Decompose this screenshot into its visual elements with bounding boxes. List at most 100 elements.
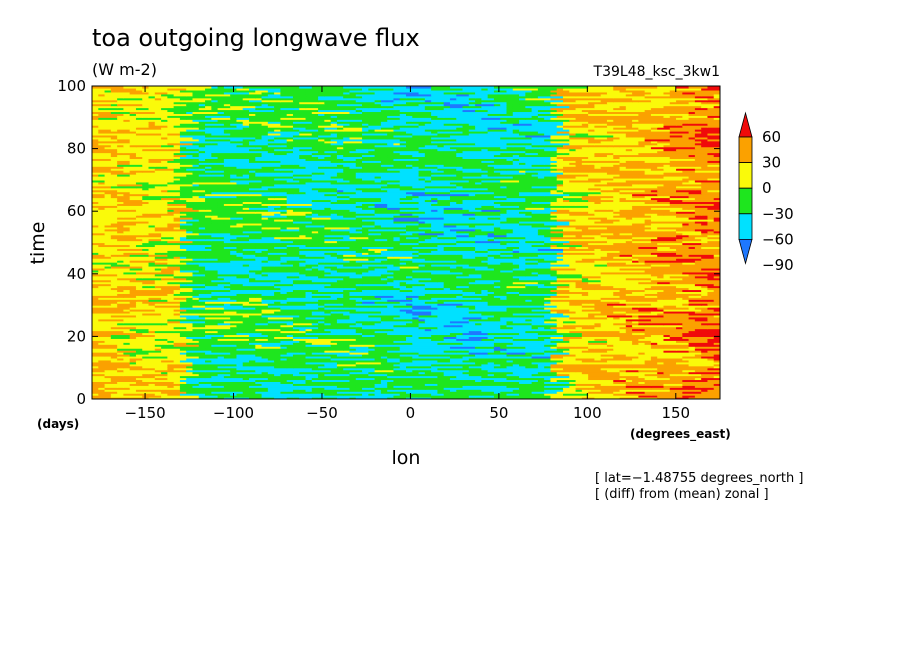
heatmap-cell	[506, 285, 526, 289]
heatmap-cell	[192, 338, 219, 341]
heatmap-cell	[694, 260, 715, 263]
heatmap-cell	[198, 361, 225, 365]
heatmap-cell	[399, 179, 426, 183]
heatmap-cell	[393, 297, 401, 300]
heatmap-cell	[92, 350, 106, 353]
heatmap-cell	[368, 279, 395, 283]
heatmap-cell	[588, 322, 595, 326]
heatmap-cell	[431, 361, 438, 365]
heatmap-cell	[92, 254, 106, 257]
heatmap-cell	[707, 326, 720, 330]
heatmap-cell	[412, 389, 438, 392]
heatmap-cell	[192, 279, 200, 283]
heatmap-cell	[311, 248, 338, 251]
heatmap-cell	[249, 299, 263, 302]
heatmap-cell	[261, 254, 269, 257]
heatmap-cell	[462, 289, 482, 293]
heatmap-cell	[343, 336, 357, 339]
heatmap-cell	[123, 357, 131, 361]
heatmap-cell	[512, 363, 520, 367]
heatmap-cell	[563, 158, 583, 161]
heatmap-cell	[600, 232, 614, 236]
heatmap-cell	[249, 175, 269, 179]
heatmap-cell	[613, 199, 621, 203]
heatmap-cell	[493, 338, 514, 341]
chart-units: (W m-2)	[92, 60, 157, 79]
heatmap-cell	[92, 295, 118, 298]
heatmap-cell	[487, 342, 495, 345]
heatmap-cell	[443, 316, 464, 320]
heatmap-cell	[198, 344, 212, 347]
heatmap-cell	[179, 238, 194, 242]
heatmap-cell	[638, 352, 646, 355]
heatmap-cell	[632, 324, 658, 328]
heatmap-cell	[669, 162, 690, 165]
heatmap-cell	[110, 363, 131, 367]
heatmap-cell	[707, 330, 720, 334]
heatmap-cell	[418, 301, 426, 304]
heatmap-cell	[638, 314, 665, 318]
heatmap-cell	[638, 369, 658, 373]
heatmap-cell	[123, 318, 137, 322]
heatmap-cell	[418, 236, 432, 240]
heatmap-cell	[92, 271, 99, 275]
heatmap-cell	[286, 301, 313, 304]
heatmap-cell	[324, 246, 351, 249]
heatmap-cell	[544, 389, 564, 392]
heatmap-cell	[575, 226, 589, 230]
heatmap-cell	[92, 346, 118, 349]
heatmap-cell	[569, 193, 589, 197]
heatmap-cell	[493, 201, 508, 204]
heatmap-cell	[299, 232, 307, 236]
heatmap-cell	[355, 250, 369, 253]
heatmap-cell	[657, 254, 683, 257]
heatmap-cell	[92, 291, 118, 294]
heatmap-cell	[418, 271, 426, 275]
heatmap-cell	[713, 185, 720, 189]
heatmap-cell	[412, 332, 426, 336]
heatmap-cell	[186, 220, 212, 224]
heatmap-cell	[701, 332, 720, 336]
heatmap-cell	[104, 389, 112, 392]
heatmap-cell	[606, 273, 614, 277]
heatmap-cell	[355, 336, 363, 339]
heatmap-cell	[387, 332, 413, 336]
heatmap-cell	[324, 156, 338, 159]
heatmap-cell	[299, 262, 319, 265]
heatmap-cell	[550, 295, 570, 298]
heatmap-cell	[318, 189, 338, 193]
heatmap-cell	[117, 310, 131, 314]
heatmap-cell	[669, 226, 690, 230]
heatmap-cell	[211, 307, 225, 310]
heatmap-cell	[217, 332, 238, 336]
heatmap-cell	[556, 285, 570, 289]
heatmap-cell	[198, 160, 225, 163]
heatmap-cell	[531, 234, 545, 238]
heatmap-cell	[462, 287, 482, 291]
heatmap-cell	[261, 271, 269, 275]
heatmap-cell	[632, 334, 652, 337]
heatmap-cell	[682, 236, 690, 240]
heatmap-cell	[104, 369, 118, 373]
heatmap-cell	[374, 383, 388, 386]
heatmap-cell	[713, 264, 720, 267]
heatmap-cell	[581, 389, 602, 392]
heatmap-cell	[399, 273, 426, 277]
heatmap-cell	[475, 234, 489, 238]
heatmap-cell	[292, 279, 313, 283]
heatmap-cell	[606, 350, 627, 353]
heatmap-cell	[148, 293, 168, 296]
heatmap-cell	[368, 340, 395, 343]
heatmap-cell	[493, 230, 514, 234]
heatmap-cell	[669, 185, 677, 189]
heatmap-cell	[261, 230, 275, 234]
heatmap-cell	[707, 324, 720, 328]
heatmap-cell	[556, 395, 564, 398]
heatmap-cell	[374, 205, 388, 208]
heatmap-cell	[230, 175, 250, 179]
heatmap-cell	[236, 211, 256, 214]
heatmap-cell	[399, 265, 413, 269]
heatmap-cell	[280, 220, 294, 224]
heatmap-cell	[242, 179, 263, 183]
heatmap-cell	[104, 242, 112, 246]
